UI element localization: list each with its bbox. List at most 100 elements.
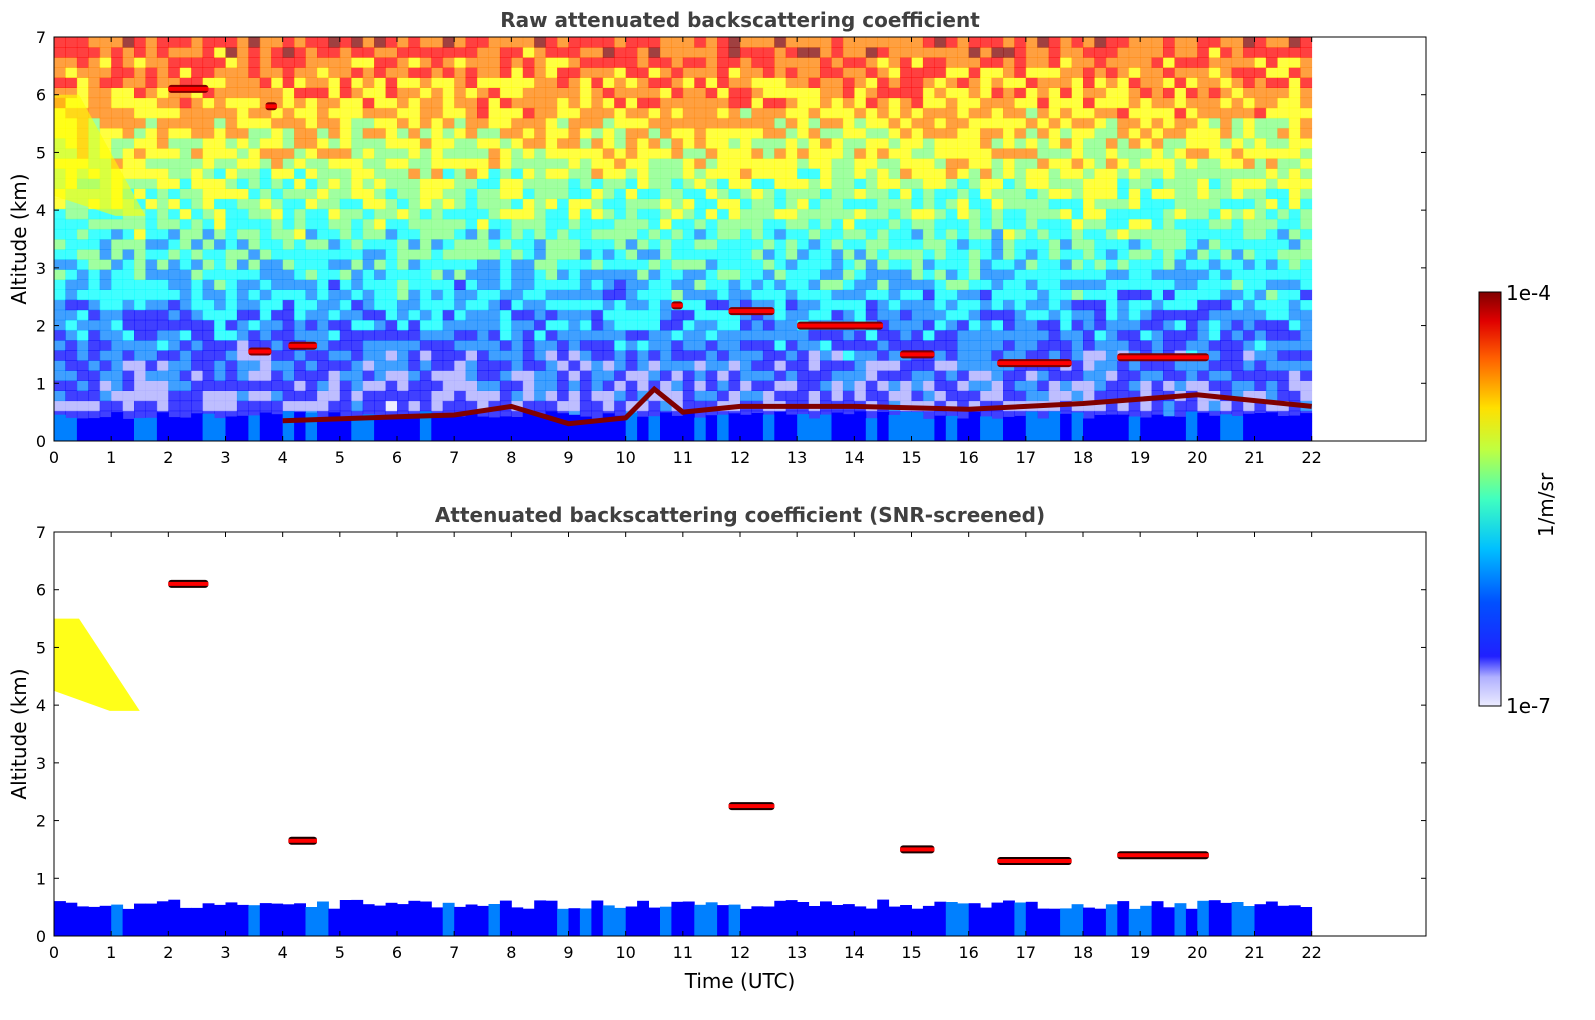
heatmap-cell [1048, 309, 1061, 321]
heatmap-cell [294, 289, 306, 301]
heatmap-cell [1094, 47, 1107, 58]
heatmap-cell [294, 329, 306, 341]
heatmap-cell [900, 97, 912, 109]
heatmap-cell [1083, 410, 1095, 422]
heatmap-cell [842, 208, 855, 220]
heatmap-cell [179, 178, 192, 189]
heatmap-cell [614, 97, 627, 109]
boundary-layer-cell [900, 411, 912, 441]
heatmap-cell [156, 178, 169, 189]
heatmap-cell [682, 117, 695, 129]
heatmap-cell [740, 299, 752, 311]
heatmap-cell [740, 239, 752, 250]
heatmap-cell [1231, 67, 1244, 78]
heatmap-cell [397, 390, 409, 402]
heatmap-cell [1151, 47, 1164, 58]
heatmap-cell [156, 148, 169, 159]
heatmap-cell [1208, 117, 1221, 129]
y-tick-label: 7 [36, 523, 46, 542]
heatmap-cell [980, 117, 992, 129]
heatmap-cell [1208, 57, 1221, 68]
heatmap-cell [1014, 309, 1027, 321]
heatmap-cell [328, 37, 341, 48]
heatmap-cell [911, 148, 924, 159]
heatmap-cell [534, 178, 547, 189]
heatmap-cell [717, 340, 729, 351]
heatmap-cell [1277, 158, 1290, 169]
heatmap-cell [831, 188, 844, 200]
boundary-layer-cell [1071, 412, 1084, 441]
heatmap-cell [282, 117, 295, 129]
boundary-layer-cell [877, 412, 890, 441]
heatmap-cell [1117, 107, 1130, 119]
heatmap-cell [294, 87, 306, 99]
heatmap-cell [579, 77, 592, 88]
heatmap-cell [419, 350, 432, 361]
heatmap-cell [648, 329, 661, 341]
heatmap-cell [751, 178, 764, 189]
heatmap-cell [1083, 350, 1095, 361]
heatmap-cell [214, 47, 226, 58]
heatmap-cell [991, 57, 1004, 68]
cloud-core [288, 838, 317, 843]
heatmap-cell [488, 47, 501, 58]
heatmap-cell [591, 117, 604, 129]
heatmap-cell [294, 400, 306, 412]
heatmap-cell [179, 309, 192, 321]
heatmap-cell [705, 77, 718, 88]
heatmap-cell [945, 47, 958, 58]
heatmap-cell [865, 360, 878, 371]
heatmap-cell [1254, 188, 1267, 200]
heatmap-cell [317, 87, 329, 99]
heatmap-cell [202, 97, 215, 109]
heatmap-cell [271, 390, 284, 402]
heatmap-cell [282, 390, 295, 402]
heatmap-cell [968, 269, 981, 280]
heatmap-cell [236, 360, 249, 371]
heatmap-cell [1208, 400, 1221, 412]
heatmap-cell [522, 380, 535, 391]
heatmap-cell [648, 97, 661, 109]
heatmap-cell [1151, 188, 1164, 200]
heatmap-cell [88, 208, 101, 220]
heatmap-cell [1060, 47, 1072, 58]
heatmap-cell [705, 390, 718, 402]
heatmap-cell [1060, 208, 1072, 220]
heatmap-cell [922, 218, 935, 230]
heatmap-cell [477, 269, 489, 280]
heatmap-cell [1025, 319, 1038, 331]
heatmap-cell [557, 87, 569, 99]
heatmap-cell [1037, 47, 1050, 58]
heatmap-cell [1300, 158, 1313, 169]
heatmap-cell [522, 370, 535, 381]
heatmap-cell [591, 208, 604, 220]
heatmap-cell [682, 228, 695, 240]
heatmap-cell [1071, 127, 1084, 139]
boundary-layer-cell [740, 908, 752, 936]
heatmap-cell [637, 309, 649, 321]
heatmap-cell [1105, 168, 1118, 179]
heatmap-cell [648, 269, 661, 280]
heatmap-cell [1117, 319, 1130, 331]
boundary-layer-cell [442, 902, 455, 936]
boundary-layer-cell [934, 901, 947, 936]
heatmap-cell [1071, 158, 1084, 169]
heatmap-cell [1254, 299, 1267, 311]
heatmap-cell [214, 340, 226, 351]
heatmap-cell [1025, 178, 1038, 189]
heatmap-cell [454, 249, 467, 260]
y-tick-label: 5 [36, 638, 46, 657]
heatmap-cell [1288, 148, 1301, 159]
heatmap-cell [591, 390, 604, 402]
heatmap-cell [1037, 158, 1050, 169]
heatmap-cell [888, 158, 901, 169]
heatmap-cell [1105, 400, 1118, 412]
heatmap-cell [671, 309, 684, 321]
heatmap-cell [259, 87, 272, 99]
heatmap-cell [1048, 67, 1061, 78]
heatmap-cell [1174, 410, 1187, 422]
heatmap-cell [1208, 188, 1221, 200]
heatmap-cell [88, 67, 101, 78]
heatmap-cell [259, 178, 272, 189]
heatmap-cell [637, 127, 649, 139]
